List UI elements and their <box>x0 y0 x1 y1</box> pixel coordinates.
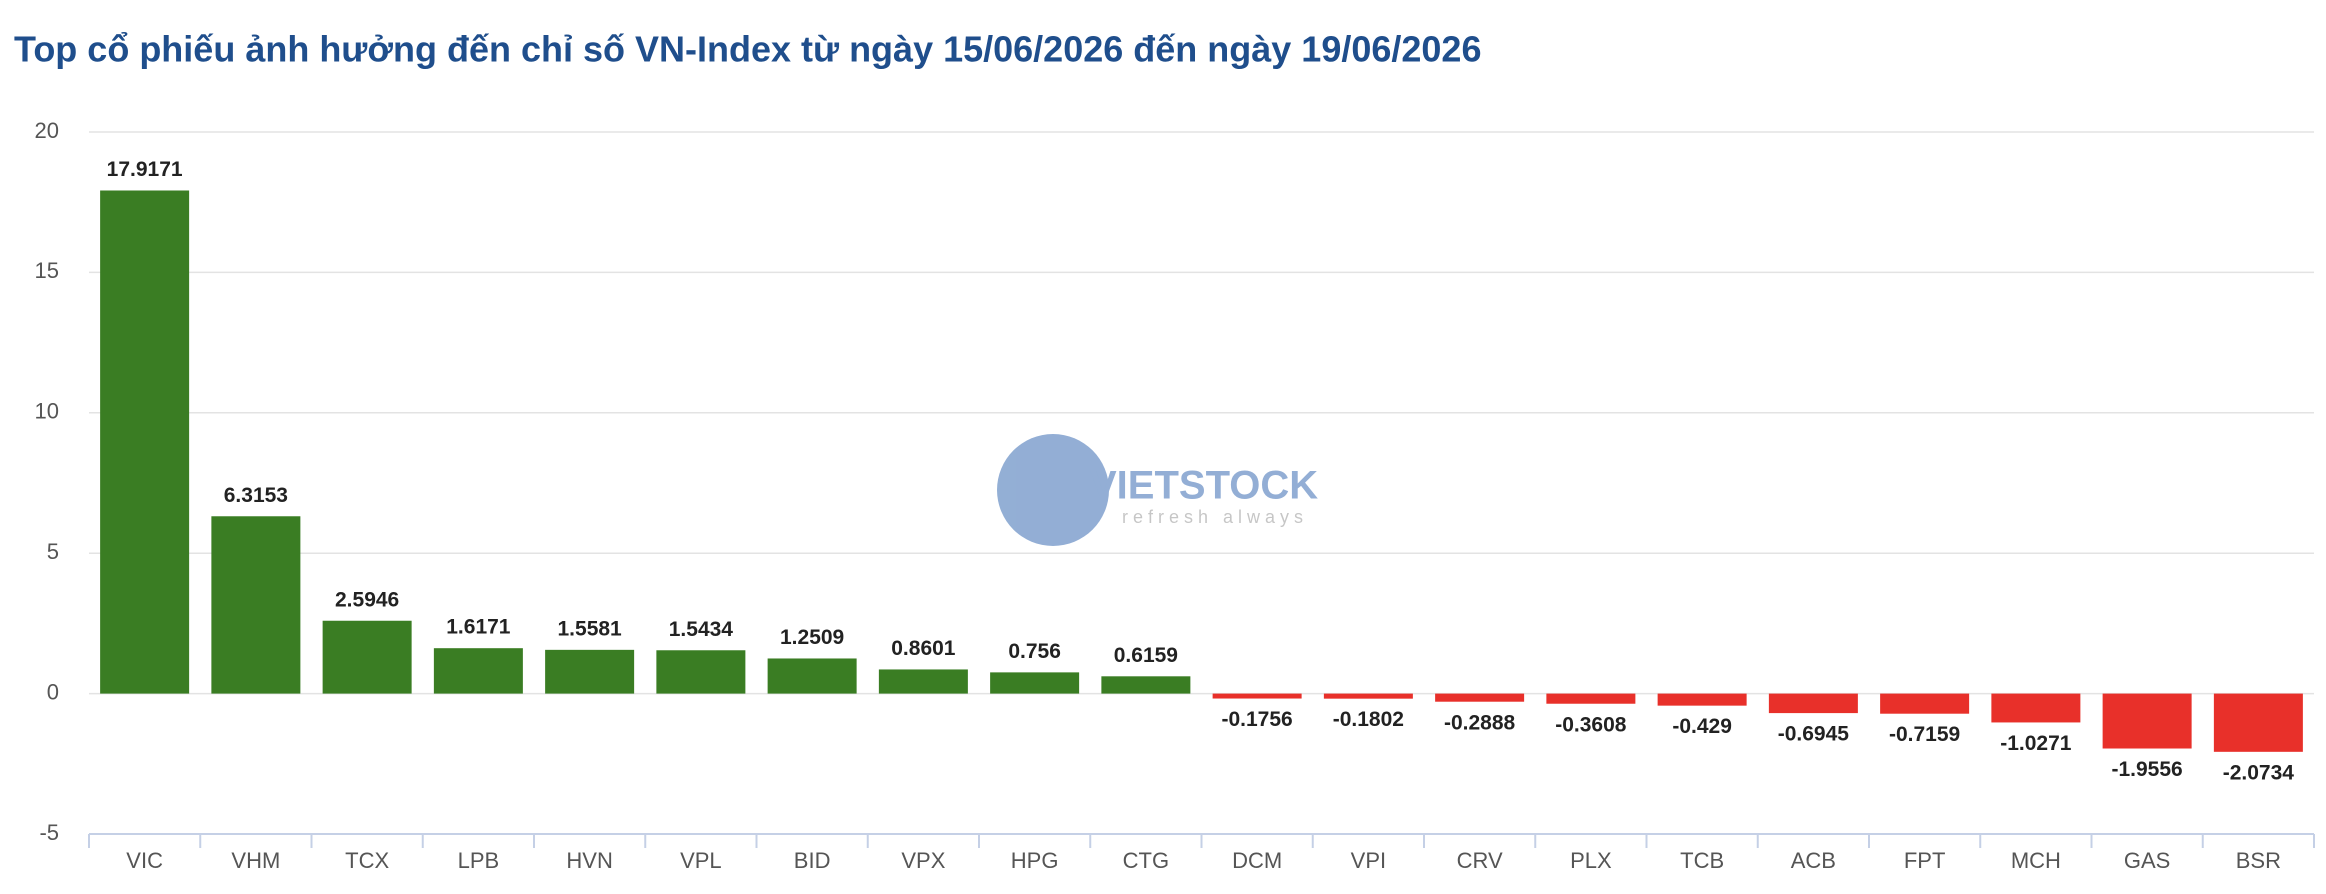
bar <box>1546 693 1636 704</box>
x-tick-label: CTG <box>1123 848 1169 873</box>
bar <box>2213 693 2303 752</box>
watermark-logo <box>997 434 1109 546</box>
x-tick-label: MCH <box>2011 848 2061 873</box>
bar <box>1880 693 1970 714</box>
bar <box>990 672 1080 694</box>
x-tick-label: VPL <box>680 848 722 873</box>
x-tick-label: TCX <box>345 848 389 873</box>
x-tick-label: GAS <box>2124 848 2170 873</box>
value-label: 1.6171 <box>446 616 511 639</box>
bar <box>100 190 190 694</box>
value-label: 17.9171 <box>107 158 183 181</box>
bar <box>656 650 746 694</box>
y-tick-label: 5 <box>47 539 59 564</box>
bar <box>2102 693 2192 749</box>
y-tick-label: -5 <box>39 820 59 845</box>
y-tick-label: 10 <box>35 399 59 424</box>
bar <box>211 516 301 694</box>
x-tick-label: VPX <box>901 848 945 873</box>
value-label: 6.3153 <box>224 484 288 507</box>
value-label: -0.429 <box>1672 715 1732 738</box>
bar <box>1991 693 2081 723</box>
y-tick-label: 20 <box>35 118 59 143</box>
x-tick-label: LPB <box>458 848 500 873</box>
x-tick-label: VHM <box>231 848 280 873</box>
y-tick-label: 15 <box>35 258 59 283</box>
value-label: -0.3608 <box>1555 713 1627 736</box>
bar <box>878 669 968 694</box>
bar <box>1323 693 1413 699</box>
x-tick-label: BID <box>794 848 831 873</box>
x-tick-label: HPG <box>1011 848 1059 873</box>
value-label: 0.8601 <box>891 637 956 660</box>
value-label: 1.5581 <box>558 617 623 640</box>
value-label: -1.0271 <box>2000 732 2072 755</box>
bar <box>1101 676 1191 694</box>
x-tick-label: TCB <box>1680 848 1724 873</box>
x-tick-label: BSR <box>2236 848 2281 873</box>
chart-title: Top cổ phiếu ảnh hưởng đến chỉ số VN-Ind… <box>14 29 1481 70</box>
value-label: -0.7159 <box>1889 723 1960 746</box>
x-tick-label: PLX <box>1570 848 1612 873</box>
bar <box>1657 693 1747 706</box>
watermark-tagline: refresh always <box>1122 507 1308 527</box>
bar <box>322 620 412 694</box>
value-label: 0.6159 <box>1114 644 1178 667</box>
value-label: -0.1756 <box>1222 708 1293 731</box>
value-label: 2.5946 <box>335 588 399 611</box>
watermark-brand: VIETSTOCK <box>1090 464 1318 508</box>
watermark: VIETSTOCK refresh always <box>997 434 1318 546</box>
value-label: -0.2888 <box>1444 711 1516 734</box>
x-tick-label: FPT <box>1904 848 1946 873</box>
value-label: 1.5434 <box>669 618 734 641</box>
x-tick-label: CRV <box>1457 848 1503 873</box>
bar <box>1435 693 1525 702</box>
bar <box>767 658 857 694</box>
value-label: 0.756 <box>1008 640 1061 663</box>
value-label: -1.9556 <box>2112 758 2183 781</box>
bar <box>433 648 523 694</box>
x-tick-label: HVN <box>566 848 612 873</box>
x-tick-label: VPI <box>1351 848 1386 873</box>
bar <box>545 649 635 694</box>
value-label: -0.1802 <box>1333 708 1404 731</box>
x-tick-label: ACB <box>1791 848 1836 873</box>
value-label: -2.0734 <box>2223 761 2295 784</box>
value-label: 1.2509 <box>780 626 844 649</box>
bar <box>1212 693 1302 699</box>
y-tick-label: 0 <box>47 679 59 704</box>
x-tick-label: VIC <box>126 848 163 873</box>
x-tick-label: DCM <box>1232 848 1282 873</box>
bar <box>1768 693 1858 714</box>
value-label: -0.6945 <box>1778 723 1850 746</box>
